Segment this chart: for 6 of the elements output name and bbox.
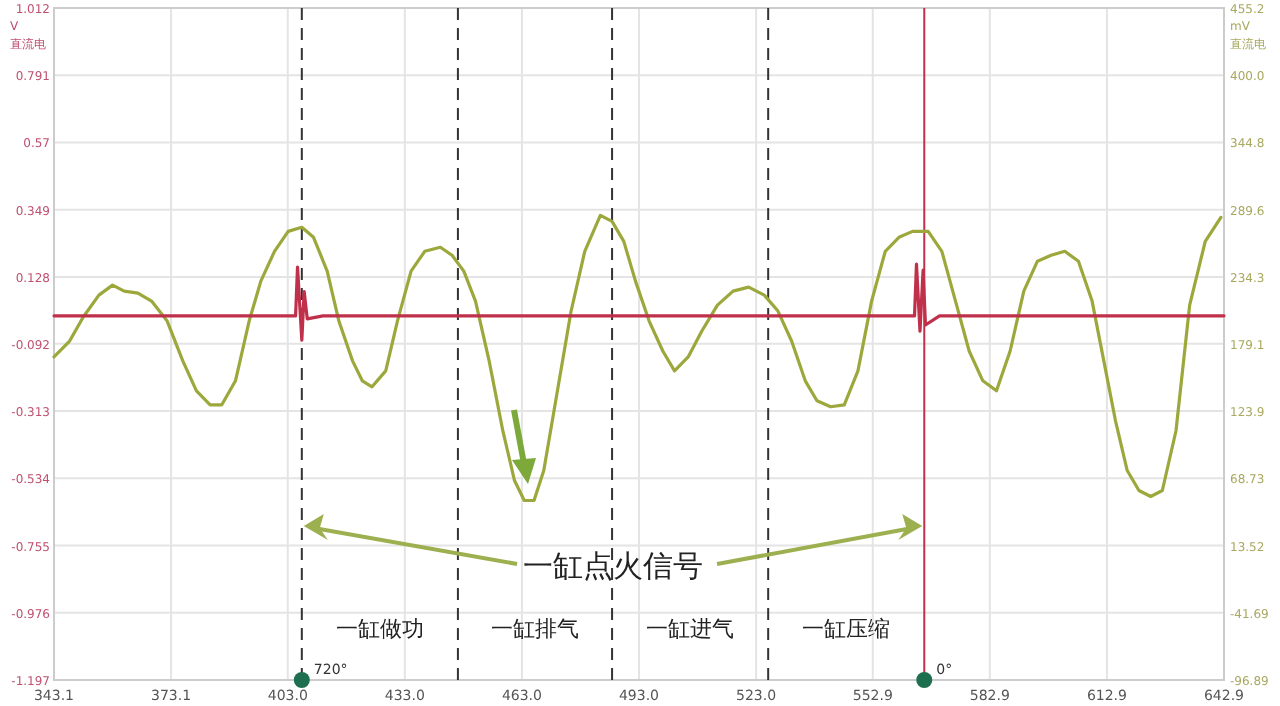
annotation: 一缸压缩	[802, 616, 891, 642]
annotation: 一缸排气	[491, 616, 579, 642]
annotation: 一缸点火信号	[523, 548, 704, 584]
annotation: 一缸进气	[646, 616, 735, 642]
annotation: 一缸做功	[335, 616, 424, 642]
line-series	[52, 213, 1223, 503]
